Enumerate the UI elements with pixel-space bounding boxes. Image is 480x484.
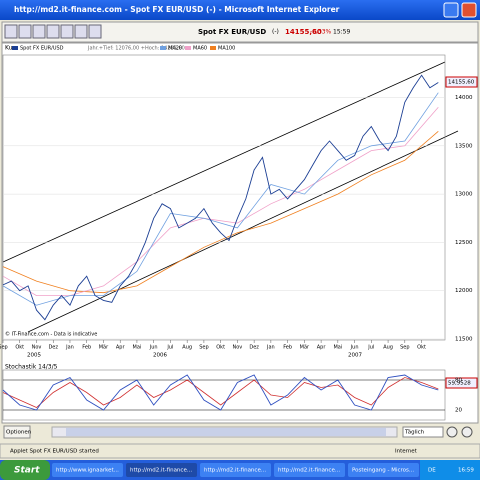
task-button[interactable] [52,463,123,477]
channel-upper [2,61,446,263]
task-label: http://www.ignaarket... [56,468,119,474]
window-title: http://md2.it-finance.com - Spot FX EUR/… [14,5,340,14]
start-label: Start [14,466,40,476]
x-tick-label: Aug [182,345,192,351]
toolbar [1,21,479,43]
task-button[interactable] [200,463,271,477]
x-tick-label: Mai [133,345,142,351]
scroll-thumb[interactable] [66,428,386,436]
x-tick-label: Feb [283,345,292,351]
year-label: 2007 [348,353,362,359]
quote-change: -0,33% [310,29,332,36]
task-button[interactable] [274,463,345,477]
x-tick-label: Jan [266,345,275,351]
status-text: Applet Spot FX EUR/USD started [10,449,99,455]
price-label-box [445,76,478,88]
task-button[interactable] [348,463,419,477]
stoch-title: Stochastik 14/3/5 [5,364,58,371]
stoch-label-box [445,377,478,389]
zoom-out[interactable] [461,426,473,438]
options-label: Optionen [6,430,32,436]
series-line [2,130,439,294]
legend-entry: MA20 [168,46,182,52]
y-tick-label: 13500 [455,143,473,149]
period-label: Täglich [404,430,425,436]
zoom-in[interactable] [446,426,458,438]
legend-label: Kurs [5,45,18,52]
x-tick-label: Sep [400,345,409,351]
x-tick-label: Sep [0,345,8,351]
y-tick-label: 13000 [455,192,473,198]
x-tick-label: Jul [367,345,374,351]
legend-entry: Spot FX EUR/USD [20,46,64,52]
y-tick-label: 12500 [455,240,473,246]
x-tick-label: Jan [65,345,74,351]
y-tick-label: 80 [455,378,462,384]
stoch-label: 59,9528 [448,381,471,387]
x-tick-label: Jun [149,345,158,351]
price-label: 14155,60 [448,80,475,86]
legend-entry: MA60 [193,46,207,52]
title-bar [0,0,480,20]
task-label: http://md2.it-finance... [204,468,266,474]
x-tick-label: Okt [15,345,24,351]
x-tick-label: Mär [300,345,310,351]
task-label: http://md2.it-finance... [130,468,192,474]
quote-time: 15:59 [333,29,350,36]
plot-frame [2,369,446,421]
quote-name: Spot FX EUR/USD [198,28,266,36]
legend-swatch [210,46,216,50]
y-tick-label: 20 [455,408,462,414]
x-tick-label: Dez [48,345,58,351]
series-line [2,74,439,321]
series-line [2,106,439,296]
series-line [2,377,439,408]
tray-lang: DE [428,468,436,474]
legend-entry: MA100 [218,46,235,52]
year-label: 2005 [27,353,41,359]
quote-suffix: (-) [272,29,279,36]
x-tick-label: Nov [32,345,42,351]
x-tick-label: Mai [333,345,342,351]
x-tick-label: Apr [317,345,327,351]
y-tick-label: 11500 [455,337,473,343]
tray [420,460,480,480]
options-button[interactable] [3,425,31,439]
x-tick-label: Okt [417,345,426,351]
x-tick-label: Feb [82,345,91,351]
y-tick-label: 12000 [455,288,473,294]
legend-swatch [185,46,191,50]
minimize-button[interactable] [443,2,459,18]
legend-swatch [160,46,166,50]
x-tick-label: Jul [166,345,173,351]
legend-swatch [12,46,18,50]
x-tick-label: Apr [116,345,126,351]
x-tick-label: Aug [383,345,393,351]
task-label: http://md2.it-finance... [278,468,340,474]
x-tick-label: Mär [99,345,109,351]
status-bar [0,443,480,459]
toolbar-icons [4,24,102,39]
task-button[interactable] [126,463,197,477]
status-zone: Internet [395,449,418,455]
task-label: Posteingang - Micros... [352,468,414,474]
y-tick-label: 14000 [455,95,473,101]
series-line [2,92,439,306]
plot-frame [2,54,446,341]
x-tick-label: Nov [233,345,243,351]
start-button[interactable] [0,460,50,480]
x-tick-label: Sep [199,345,208,351]
close-button[interactable] [461,2,477,18]
x-tick-label: Okt [216,345,225,351]
quote-price: 14155,60 [285,28,322,36]
period-select[interactable] [402,426,444,438]
x-tick-label: Dez [249,345,259,351]
year-label: 2006 [153,353,167,359]
tray-clock: 16:59 [458,468,474,474]
x-tick-label: Jun [350,345,359,351]
data-note: © IT-Finance.com - Data is indicative [5,331,97,338]
legend-range: Jahr.+Tief: 12076,00 +Hoch: 14283,60 [87,46,185,52]
series-line [2,374,439,411]
